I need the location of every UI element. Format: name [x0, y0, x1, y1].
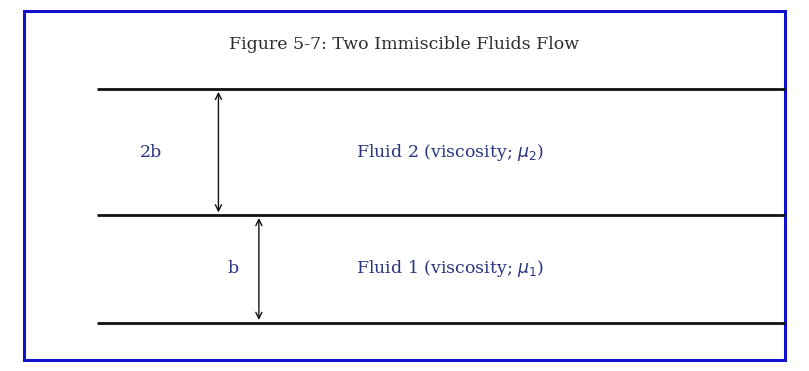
Text: Fluid 1 (viscosity; $\mu_1$): Fluid 1 (viscosity; $\mu_1$)	[356, 259, 544, 279]
Text: Fluid 2 (viscosity; $\mu_2$): Fluid 2 (viscosity; $\mu_2$)	[356, 142, 544, 162]
Text: Figure 5-7: Two Immiscible Fluids Flow: Figure 5-7: Two Immiscible Fluids Flow	[230, 36, 579, 53]
Text: b: b	[227, 260, 239, 278]
Text: 2b: 2b	[139, 144, 162, 161]
